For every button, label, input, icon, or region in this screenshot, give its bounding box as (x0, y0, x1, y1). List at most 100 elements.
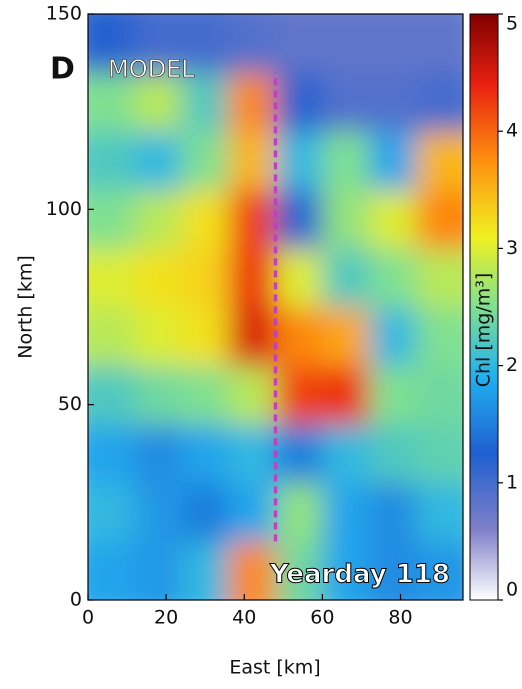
heat-cell (134, 307, 183, 367)
heat-cell (369, 307, 417, 367)
heat-cell (88, 248, 136, 308)
heat-cell (134, 189, 183, 249)
heat-cell (181, 14, 230, 74)
heat-cell (88, 541, 136, 600)
heat-cell (134, 365, 183, 425)
x-tick-label: 0 (82, 607, 94, 629)
heat-cell (88, 482, 136, 542)
y-axis-label: North [km] (15, 255, 37, 359)
heat-cell (134, 424, 183, 484)
heat-cell (322, 189, 370, 249)
heat-cell (369, 189, 417, 249)
heat-cell (228, 424, 276, 484)
heat-cell (369, 541, 417, 600)
heat-cell (134, 72, 183, 132)
heat-cell (181, 307, 230, 367)
heat-cell (416, 365, 463, 425)
heat-cell (416, 307, 463, 367)
x-tick-label: 40 (232, 607, 256, 629)
y-tick-label: 0 (70, 589, 82, 611)
heat-cell (416, 482, 463, 542)
heatmap (88, 14, 463, 600)
heat-cell (181, 541, 230, 600)
heat-cell (275, 14, 323, 74)
cells (88, 14, 463, 600)
heat-cell (322, 307, 370, 367)
heat-cell (88, 72, 136, 132)
heat-cell (416, 248, 463, 308)
heat-cell (228, 541, 276, 600)
heat-cell (369, 482, 417, 542)
heat-cell (322, 541, 370, 600)
heat-cell (228, 307, 276, 367)
colorbar-tick-label: 4 (506, 120, 518, 142)
heat-cell (181, 365, 230, 425)
heat-cell (228, 14, 276, 74)
heat-cell (275, 248, 323, 308)
heat-cell (369, 424, 417, 484)
heat-cell (228, 365, 276, 425)
colorbar-tick-label: 1 (506, 471, 518, 493)
colorbar-tick-label: 0 (506, 579, 518, 601)
heat-cell (228, 72, 276, 132)
heat-cell (88, 14, 136, 74)
colorbar-tick-label: 3 (506, 237, 518, 259)
plot-frame (87, 13, 464, 601)
subtitle: Yearday 118 (269, 560, 450, 590)
y-tick-label: 50 (58, 393, 82, 415)
annotation: MODEL (108, 55, 195, 83)
heat-cell (369, 131, 417, 191)
colorbar-tick-label: 2 (506, 354, 518, 376)
heat-cell (322, 14, 370, 74)
heat-cell (181, 248, 230, 308)
heat-cell (228, 482, 276, 542)
heat-cell (181, 189, 230, 249)
heat-cell (275, 424, 323, 484)
heat-cell (416, 541, 463, 600)
heat-cell (181, 131, 230, 191)
heat-cell (88, 307, 136, 367)
heat-cell (275, 189, 323, 249)
x-tick-label: 80 (388, 607, 412, 629)
heat-cell (134, 541, 183, 600)
heat-cell (88, 189, 136, 249)
y-tick-label: 150 (46, 3, 82, 25)
heat-cell (134, 482, 183, 542)
x-tick-label: 20 (154, 607, 178, 629)
y-tick-label: 100 (46, 198, 82, 220)
heat-cell (416, 424, 463, 484)
heat-cell (88, 131, 136, 191)
heat-cell (181, 72, 230, 132)
colorbar-tick-label: 5 (506, 13, 518, 35)
heat-cell (275, 72, 323, 132)
heat-cell (275, 541, 323, 600)
heat-cell (369, 248, 417, 308)
heat-cell (322, 248, 370, 308)
heat-cell (275, 307, 323, 367)
heat-cell (416, 189, 463, 249)
heat-cell (322, 424, 370, 484)
heat-cell (416, 72, 463, 132)
panel-label: D (50, 52, 75, 87)
colorbar-label: Chl [mg/m³] (473, 273, 495, 388)
heat-cell (181, 482, 230, 542)
heat-cell (181, 424, 230, 484)
heat-cell (369, 14, 417, 74)
heat-cell (369, 365, 417, 425)
heat-cell (322, 72, 370, 132)
heat-cell (322, 365, 370, 425)
heat-cell (228, 131, 276, 191)
x-axis-label: East [km] (229, 657, 320, 679)
heat-cell (322, 131, 370, 191)
heat-cell (275, 365, 323, 425)
heat-cell (134, 131, 183, 191)
heat-cell (322, 482, 370, 542)
heat-cell (88, 424, 136, 484)
colorbar (469, 13, 499, 601)
heat-cell (134, 14, 183, 74)
heat-cell (228, 189, 276, 249)
heat-cell (275, 482, 323, 542)
heat-cell (275, 131, 323, 191)
heat-cell (369, 72, 417, 132)
